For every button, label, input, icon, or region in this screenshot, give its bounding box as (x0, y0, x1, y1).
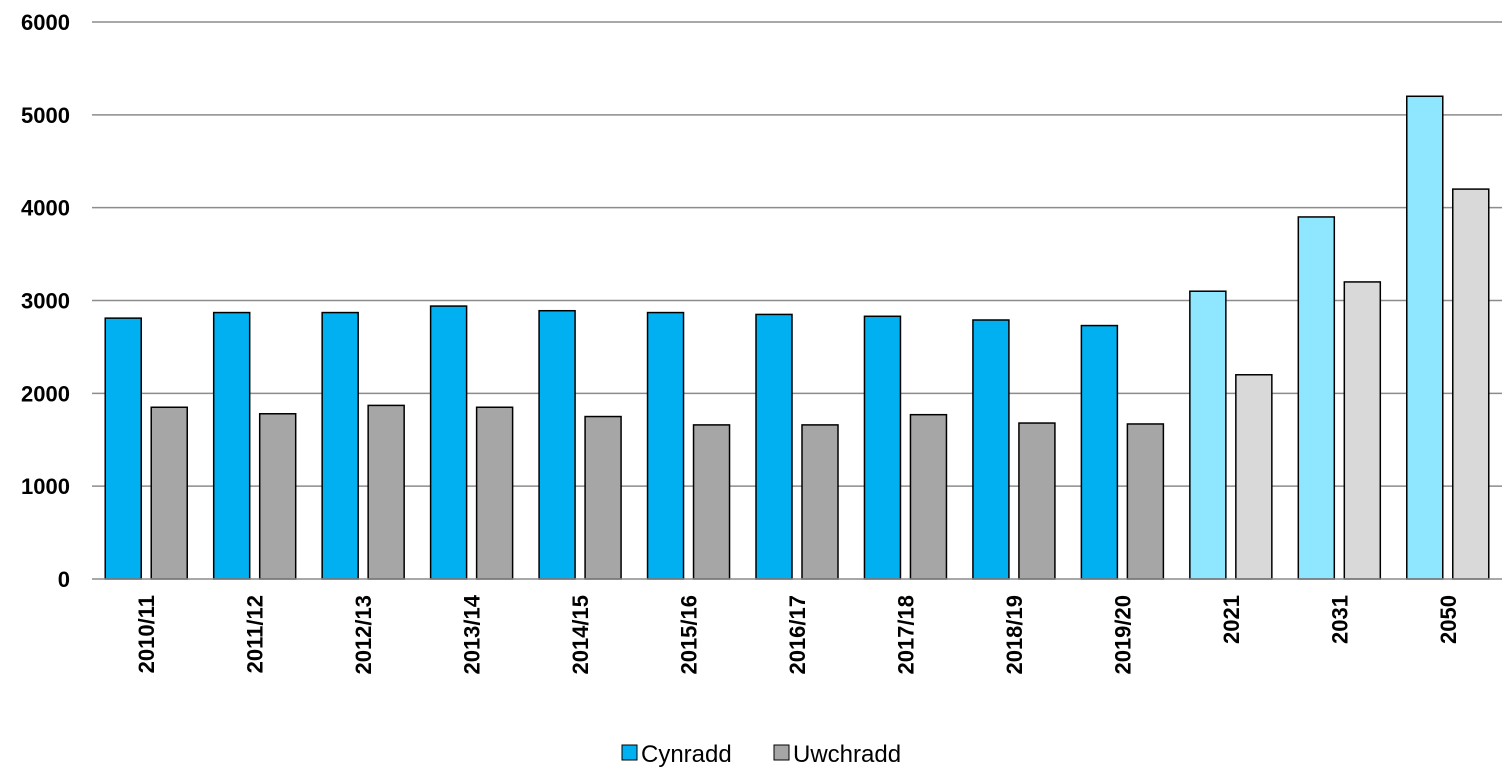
x-tick-label: 2018/19 (1002, 595, 1027, 675)
x-tick-label: 2015/16 (677, 595, 702, 675)
y-tick-label: 4000 (21, 196, 70, 221)
bar-cynradd-2016-17 (755, 313, 793, 580)
axes: 0 1000 2000 3000 4000 5000 6000 2010/11 2011/12 2… (21, 10, 1502, 675)
bar-uwchradd-2011-12 (258, 413, 297, 580)
bar-cynradd-2012-13 (321, 311, 359, 580)
y-tick-label: 1000 (21, 474, 70, 499)
bar-cynradd-2014-15 (538, 309, 576, 580)
bar-cynradd-2018-19 (972, 319, 1010, 580)
legend: Cynradd Uwchradd (621, 741, 901, 768)
bar-uwchradd-2050 (1452, 188, 1490, 580)
bar-uwchradd-2019-20 (1126, 423, 1165, 580)
bar-cynradd-2021 (1189, 290, 1227, 580)
y-tick-label: 6000 (21, 10, 70, 35)
bar-cynradd-2015-16 (646, 311, 685, 580)
bar-cynradd-2013-14 (429, 305, 468, 580)
x-tick-label: 2021 (1219, 595, 1244, 644)
x-tick-label: 2031 (1327, 595, 1352, 644)
legend-swatch-cynradd (621, 744, 638, 761)
bar-uwchradd-2014-15 (584, 415, 622, 580)
bar-uwchradd-2010-11 (150, 406, 188, 580)
x-tick-label: 2011/12 (243, 595, 268, 673)
x-tick-label: 2013/14 (460, 594, 485, 674)
x-tick-label: 2014/15 (568, 595, 593, 675)
x-tick-label: 2050 (1436, 595, 1461, 644)
x-tick-label: 2012/13 (351, 595, 376, 675)
x-tick-label: 2016/17 (785, 595, 810, 675)
x-tick-label: 2019/20 (1110, 595, 1135, 675)
bar-uwchradd-2012-13 (367, 404, 405, 580)
bar-cynradd-2010-11 (104, 317, 142, 580)
bar-cynradd-2011-12 (212, 311, 251, 580)
bar-cynradd-2017-18 (863, 315, 902, 580)
bar-uwchradd-2021 (1235, 374, 1273, 580)
x-tick-label: 2010/11 (134, 595, 159, 673)
bar-cynradd-2050 (1406, 95, 1444, 580)
bar-uwchradd-2016-17 (801, 424, 839, 580)
legend-swatch-uwchradd (773, 744, 790, 761)
legend-label-cynradd: Cynradd (641, 741, 732, 768)
bar-cynradd-2031 (1297, 216, 1336, 580)
bar-uwchradd-2015-16 (692, 424, 731, 580)
bar-uwchradd-2031 (1343, 281, 1382, 580)
bar-cynradd-2019-20 (1080, 324, 1119, 580)
y-tick-label: 2000 (21, 381, 70, 406)
bar-uwchradd-2013-14 (475, 406, 514, 580)
bar-uwchradd-2017-18 (909, 413, 948, 580)
y-tick-label: 3000 (21, 289, 70, 314)
bars (104, 95, 1490, 580)
gridlines (92, 21, 1502, 487)
y-tick-label: 0 (58, 567, 70, 592)
y-tick-label: 5000 (21, 103, 70, 128)
legend-label-uwchradd: Uwchradd (793, 741, 901, 768)
bar-uwchradd-2018-19 (1018, 422, 1056, 580)
x-tick-label: 2017/18 (893, 595, 918, 675)
